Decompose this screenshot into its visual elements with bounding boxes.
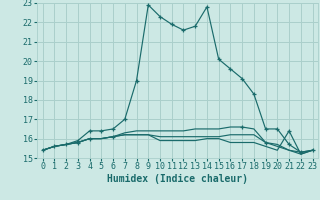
X-axis label: Humidex (Indice chaleur): Humidex (Indice chaleur) <box>107 174 248 184</box>
